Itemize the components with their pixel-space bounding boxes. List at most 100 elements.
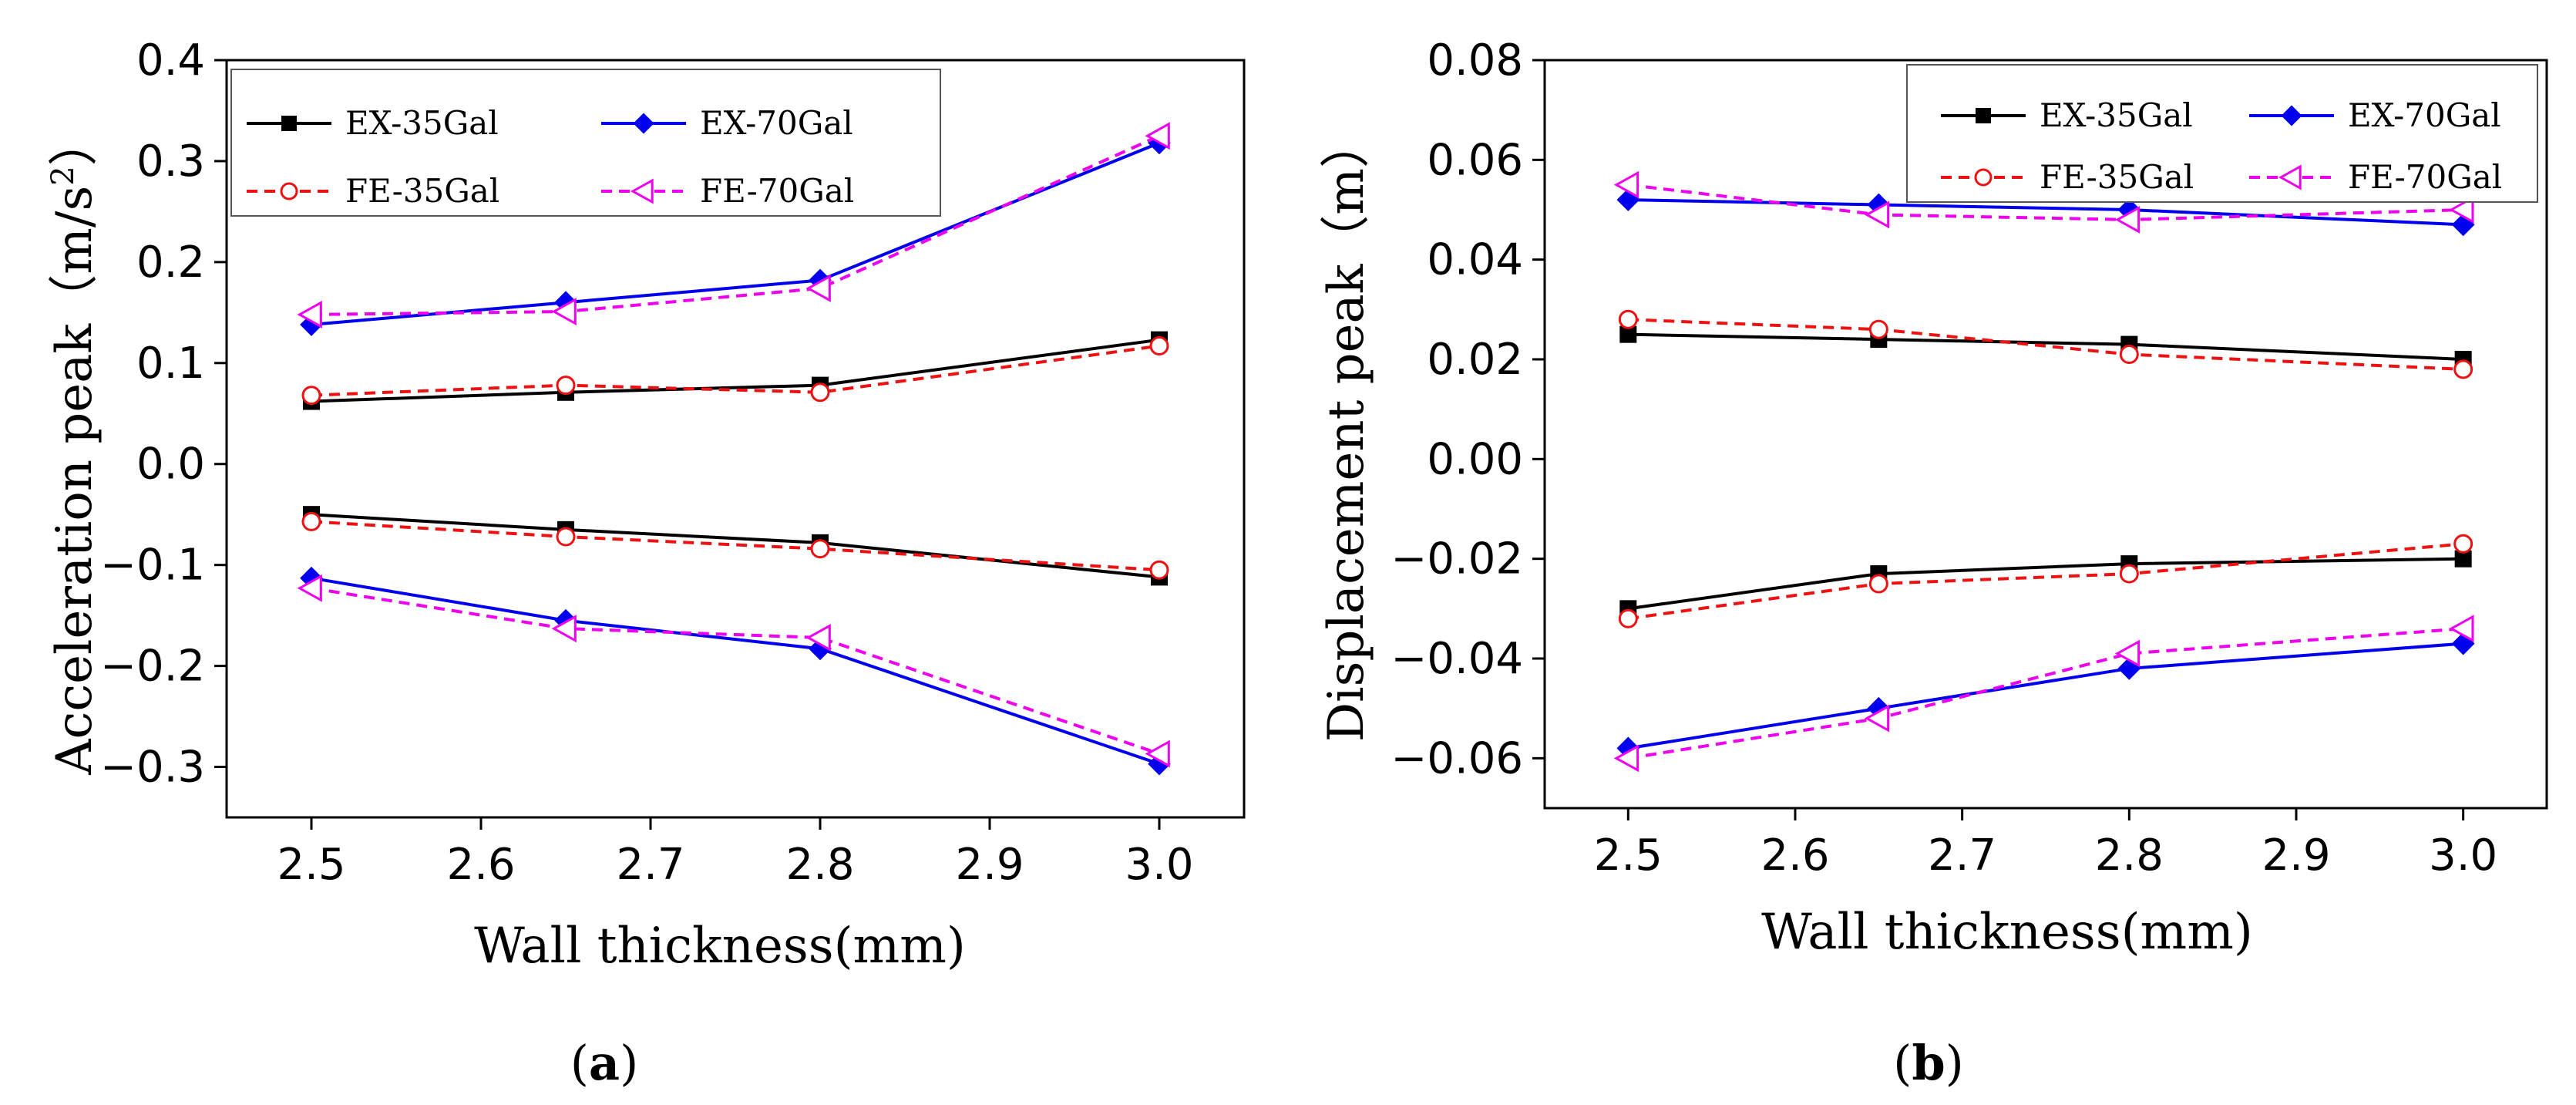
y-tick-label: 0.02 [1427, 335, 1523, 385]
legend: EX-35Gal EX-70Gal FE-35Gal FE-70Gal [1906, 64, 2538, 203]
y-tick-label: 0.00 [1427, 434, 1523, 484]
legend-item: FE-70Gal [2249, 158, 2502, 196]
data-point-marker [1149, 336, 1169, 356]
data-point-marker [1145, 122, 1170, 150]
data-point-marker [2454, 550, 2472, 568]
data-point-marker [1976, 108, 1991, 123]
series-fe-70gal [297, 122, 1170, 328]
x-tick-label: 2.8 [2095, 830, 2164, 881]
legend-label: FE-35Gal [2040, 158, 2194, 196]
data-point-marker [2453, 534, 2473, 554]
legend-box [1906, 64, 2538, 203]
series-ex-35gal [1619, 325, 2472, 368]
legend-item: EX-70Gal [601, 104, 853, 142]
series-ex-35gal [303, 506, 1168, 586]
series-fe-35gal [1618, 534, 2473, 628]
y-tick-label: −0.02 [1391, 534, 1523, 585]
series-fe-70gal [1613, 170, 2474, 234]
data-point-marker [1864, 704, 1890, 733]
legend-box [230, 69, 941, 217]
data-point-marker [810, 382, 830, 403]
data-point-marker [301, 386, 321, 406]
data-point-marker [810, 539, 830, 559]
legend: EX-35Gal EX-70Gal FE-35Gal FE-70Gal [230, 69, 941, 217]
data-point-marker [1149, 560, 1169, 580]
series-line [311, 344, 1160, 397]
series-line [311, 338, 1160, 403]
x-axis-title: Wall thickness(mm) [474, 918, 966, 975]
data-point-marker [281, 116, 297, 131]
data-point-marker [297, 301, 322, 328]
y-tick-label: 0.06 [1427, 135, 1523, 185]
legend-label: FE-70Gal [700, 172, 854, 210]
series-ex-70gal [300, 566, 1171, 776]
y-tick-label: 0.2 [136, 238, 205, 288]
data-point-marker [1868, 574, 1888, 594]
legend-item: FE-35Gal [1941, 158, 2194, 196]
data-point-marker [297, 574, 322, 602]
x-tick-label: 2.6 [446, 840, 515, 890]
data-point-marker [805, 274, 831, 302]
x-tick-label: 3.0 [2429, 830, 2497, 881]
data-point-marker [2114, 205, 2141, 234]
series-line [311, 513, 1160, 579]
data-point-marker [301, 511, 321, 531]
data-point-marker [554, 291, 577, 315]
legend-item: FE-70Gal [601, 172, 854, 210]
data-point-marker [1868, 319, 1888, 339]
data-point-marker [2449, 196, 2474, 224]
data-point-marker [300, 566, 323, 590]
chart-panel-b: Displacement peak（m） Wall thickness(mm) … [1318, 35, 2548, 1091]
data-point-marker [551, 298, 577, 325]
y-tick-label: −0.2 [100, 642, 205, 692]
data-point-marker [1974, 168, 1993, 187]
legend-item: EX-70Gal [2249, 96, 2501, 134]
data-point-marker [2453, 359, 2473, 379]
data-point-marker [1618, 608, 1638, 628]
y-tick-label: −0.06 [1391, 733, 1523, 783]
legend-item: EX-35Gal [247, 104, 499, 142]
legend-label: FE-35Gal [345, 172, 499, 210]
y-tick-label: 0.0 [136, 440, 205, 490]
series-line [1628, 642, 2463, 750]
y-tick-label: −0.1 [100, 541, 205, 591]
y-tick-label: 0.04 [1427, 235, 1523, 285]
data-point-marker [809, 637, 832, 661]
x-axis-title: Wall thickness(mm) [1761, 904, 2253, 961]
x-tick-label: 2.8 [785, 840, 854, 890]
series-line [311, 576, 1160, 766]
data-point-marker [1613, 170, 1639, 199]
y-tick-label: 0.08 [1427, 35, 1523, 86]
panel-label: (b) [1893, 1035, 1964, 1091]
x-tick-label: 2.7 [1928, 830, 1996, 881]
legend-label: EX-35Gal [345, 104, 499, 142]
series-fe-35gal [1618, 309, 2473, 379]
legend-item: EX-35Gal [1941, 96, 2193, 134]
series-fe-70gal [297, 574, 1170, 768]
y-axis-title: Acceleration peak（m/s2） [45, 116, 103, 775]
x-tick-label: 3.0 [1125, 840, 1193, 890]
legend-label: EX-35Gal [2040, 96, 2193, 134]
data-point-marker [2119, 564, 2139, 584]
series-ex-35gal [303, 331, 1168, 410]
data-point-marker [556, 376, 576, 396]
chart-panel-a: Acceleration peak（m/s2） Wall thickness(m… [45, 35, 1246, 1091]
series-line [1628, 557, 2463, 611]
data-point-marker [1864, 200, 1890, 229]
y-tick-label: −0.04 [1391, 634, 1523, 684]
x-tick-label: 2.7 [616, 840, 684, 890]
data-point-marker [2117, 657, 2141, 680]
series-line [1628, 627, 2463, 760]
plot-frame [225, 59, 1246, 819]
data-point-marker [1618, 309, 1638, 329]
series-line [311, 134, 1160, 316]
data-point-marker [556, 527, 576, 547]
data-point-marker [630, 178, 654, 204]
y-tick-label: 0.1 [136, 339, 205, 389]
data-point-marker [2278, 164, 2302, 190]
data-point-marker [554, 608, 577, 632]
data-point-marker [1145, 739, 1170, 768]
data-point-marker [551, 615, 577, 643]
legend-label: EX-70Gal [2348, 96, 2501, 134]
